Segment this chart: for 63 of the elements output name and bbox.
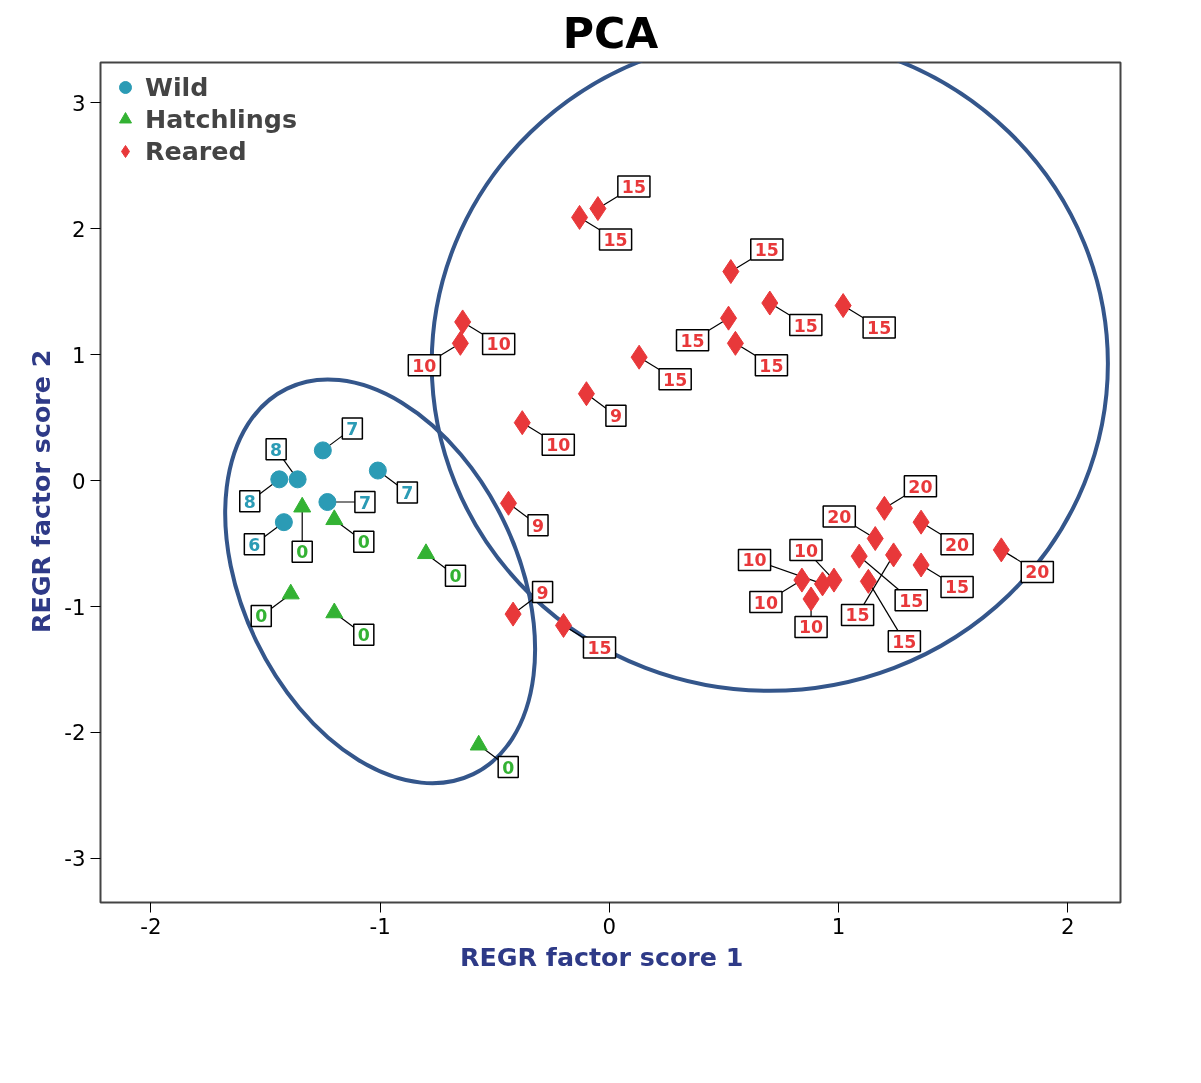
annotation: 15 (892, 631, 917, 652)
legend-label: Wild (145, 72, 209, 102)
annotation: 15 (587, 637, 612, 658)
legend-label: Reared (145, 136, 247, 166)
annotation: 15 (899, 590, 924, 611)
annotation: 0 (296, 542, 309, 563)
point (318, 493, 337, 511)
annotation: 20 (908, 476, 933, 497)
point (313, 441, 332, 460)
annotation: 20 (1025, 562, 1050, 583)
annotation: 0 (255, 606, 268, 627)
annotation: 7 (358, 492, 371, 513)
annotation: 15 (945, 577, 970, 598)
annotation: 20 (827, 507, 852, 528)
point (270, 470, 289, 489)
point (368, 461, 387, 480)
annotation: 8 (270, 439, 283, 460)
annotation: 10 (753, 592, 778, 613)
y-tick-label: 2 (71, 216, 86, 242)
annotation: 10 (793, 540, 819, 561)
annotation: 15 (759, 355, 784, 376)
annotation: 8 (243, 491, 256, 512)
annotation: 0 (357, 625, 370, 646)
x-tick-label: 0 (602, 913, 617, 939)
point (274, 513, 293, 532)
x-tick-label: -1 (369, 913, 391, 939)
y-tick-label: -2 (64, 720, 86, 746)
annotation: 10 (799, 617, 824, 638)
y-tick-label: -1 (64, 594, 86, 620)
annotation: 20 (945, 534, 970, 555)
x-axis-title: REGR factor score 1 (459, 941, 744, 972)
point (288, 470, 307, 489)
annotation: 10 (486, 334, 511, 355)
annotation: 15 (754, 240, 779, 261)
y-axis-title: REGR factor score 2 (26, 349, 57, 634)
annotation: 15 (663, 369, 688, 390)
annotation: 15 (867, 318, 892, 339)
annotation: 10 (546, 435, 571, 456)
annotation: 15 (845, 605, 870, 626)
annotation: 0 (502, 757, 515, 778)
y-tick-label: -3 (64, 846, 86, 872)
annotation: 15 (621, 177, 646, 198)
annotation: 6 (248, 534, 261, 555)
x-tick-label: 1 (831, 913, 846, 939)
annotation: 7 (346, 418, 359, 439)
annotation: 10 (742, 550, 767, 571)
chart-title: PCA (562, 7, 659, 58)
annotation: 9 (609, 406, 622, 427)
annotation: 15 (603, 229, 628, 250)
x-tick-label: -2 (140, 913, 162, 939)
annotation: 10 (412, 355, 437, 376)
annotation: 9 (531, 515, 545, 536)
annotation: 0 (357, 532, 370, 553)
y-tick-label: 3 (71, 90, 86, 116)
annotation: 7 (401, 483, 414, 504)
y-tick-label: 1 (71, 342, 86, 368)
annotation: 15 (680, 330, 705, 351)
y-tick-label: 0 (71, 468, 86, 494)
legend-label: Hatchlings (145, 104, 298, 134)
annotation: 9 (536, 582, 549, 603)
x-tick-label: 2 (1061, 913, 1075, 939)
annotation: 15 (793, 315, 818, 336)
annotation: 0 (449, 566, 462, 587)
